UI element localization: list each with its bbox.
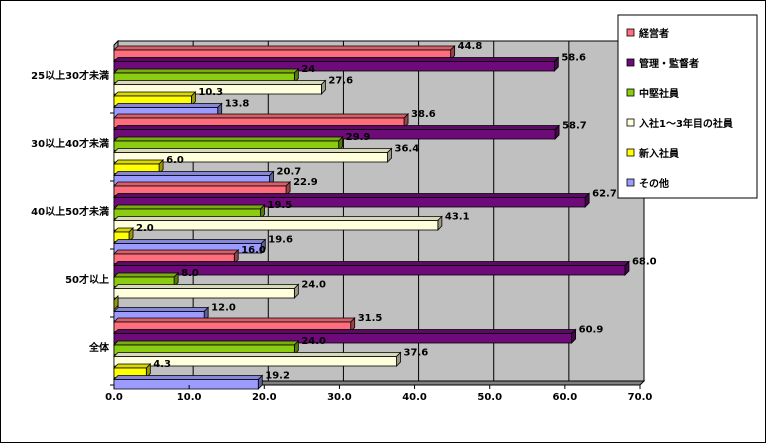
bar-top <box>113 307 210 312</box>
bar-value-label: 38.6 <box>411 109 436 120</box>
legend-label: 新入社員 <box>639 147 679 160</box>
bar-value-label: 36.4 <box>395 144 420 155</box>
bar-value-label: 22.9 <box>293 177 318 188</box>
bar-value-label: 16.0 <box>241 245 266 256</box>
legend-label: 中堅社員 <box>639 87 679 100</box>
bar-value-label: 37.6 <box>404 348 429 359</box>
bar-top <box>113 204 266 210</box>
bar <box>113 379 259 390</box>
legend-label: 管理・監督者 <box>639 57 699 70</box>
bar <box>113 61 555 72</box>
bar-top <box>113 216 443 221</box>
bar <box>113 288 295 299</box>
bar-top <box>113 239 267 244</box>
bar-value-label: 29.9 <box>346 132 371 143</box>
bar <box>113 152 388 163</box>
bar-value-label: 19.6 <box>268 235 293 246</box>
bar-top <box>113 249 240 255</box>
category-label: 50才以上 <box>65 273 109 286</box>
legend-swatch <box>626 118 635 127</box>
bar-value-label: 4.3 <box>153 359 171 370</box>
category-label: 40以上50才未満 <box>31 205 109 218</box>
bar-value-label: 27.6 <box>328 76 353 87</box>
bar-top <box>113 261 630 266</box>
bar <box>113 84 322 95</box>
bar-top <box>113 136 344 142</box>
bar-value-label: 60.9 <box>579 325 604 336</box>
legend-swatch <box>626 58 635 67</box>
bar-top <box>113 375 264 380</box>
x-tick-label: 10.0 <box>177 392 202 403</box>
legend-swatch <box>626 178 635 187</box>
bar-value-label: 58.7 <box>562 121 587 132</box>
bar-top <box>113 125 561 130</box>
bar-value-label: 24.0 <box>301 336 326 347</box>
bar-value-label: 8.0 <box>181 268 199 279</box>
x-tick-label: 30.0 <box>327 392 352 403</box>
legend-label: 経営者 <box>639 27 669 40</box>
bar-value-label: 58.6 <box>561 53 586 64</box>
bar-top <box>113 80 327 85</box>
bar-value-label: 43.1 <box>445 212 470 223</box>
bar-top <box>113 171 275 176</box>
legend-label: 入社1～3年目の社員 <box>639 117 733 130</box>
bar-value-label: 44.8 <box>458 41 483 52</box>
legend-swatch <box>626 148 635 157</box>
bar-top <box>113 68 300 74</box>
bar <box>113 333 573 344</box>
bar <box>113 197 586 208</box>
bar <box>113 356 397 367</box>
bar-top <box>113 148 393 153</box>
category-label: 30以上40才未満 <box>31 137 109 150</box>
legend-label: その他 <box>639 177 669 190</box>
bar-top <box>113 103 223 108</box>
bar-value-label: 68.0 <box>632 257 657 268</box>
bar-value-label: 6.0 <box>166 155 184 166</box>
bar-value-label: 10.3 <box>198 87 223 98</box>
bar-value-label: 13.8 <box>225 99 250 110</box>
bar-value-label: 2.0 <box>136 223 154 234</box>
bar-value-label: 20.7 <box>277 167 302 178</box>
x-tick-label: 0.0 <box>105 392 123 403</box>
category-label: 25以上30才未満 <box>31 69 109 82</box>
bar-top <box>113 193 591 198</box>
bar-top <box>113 340 300 346</box>
bar-value-label: 19.5 <box>268 200 293 211</box>
bar-top <box>113 159 165 165</box>
bar-top <box>113 352 402 357</box>
bar-value-label: 31.5 <box>358 313 383 324</box>
x-tick-label: 60.0 <box>553 392 578 403</box>
x-tick-label: 40.0 <box>402 392 427 403</box>
bar-top <box>113 363 152 369</box>
bar-value-label: 19.2 <box>265 371 290 382</box>
x-tick-label: 50.0 <box>477 392 502 403</box>
x-tick-label: 20.0 <box>252 392 277 403</box>
legend-box <box>617 14 758 199</box>
bar-top <box>113 272 180 278</box>
bar-top <box>113 181 292 187</box>
legend-swatch <box>626 28 635 37</box>
bar-top <box>113 329 577 334</box>
bar-top <box>113 91 197 97</box>
legend-swatch <box>626 88 635 97</box>
bar-top <box>113 317 356 323</box>
category-label: 全体 <box>88 341 110 354</box>
bar-top <box>113 57 560 62</box>
x-tick-label: 70.0 <box>628 392 653 403</box>
bar-top <box>113 45 456 51</box>
bar-value-label: 24.0 <box>301 280 326 291</box>
bar-value-label: 62.7 <box>592 189 617 200</box>
bar-top <box>113 113 410 119</box>
bar-value-label: 12.0 <box>211 303 236 314</box>
bar <box>113 220 439 231</box>
bar-end <box>113 295 119 311</box>
bar <box>113 265 626 276</box>
bar-value-label: 24 <box>301 64 315 75</box>
bar-top <box>113 284 300 289</box>
